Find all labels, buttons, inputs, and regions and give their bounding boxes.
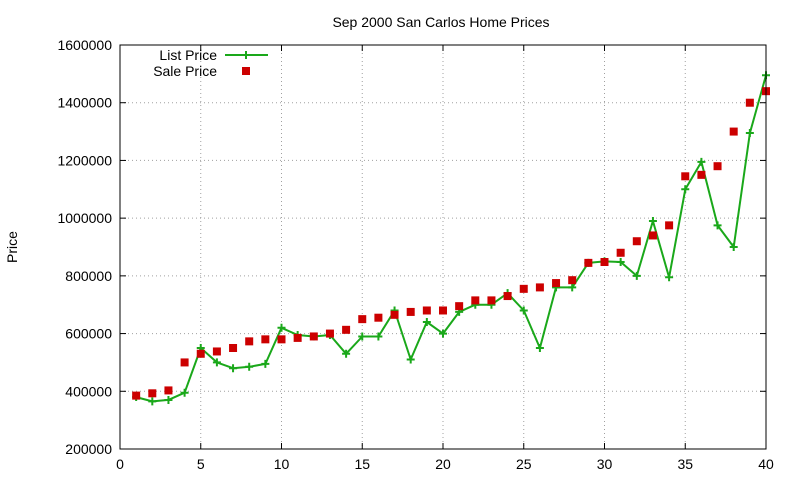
sale-price-point [568,276,577,285]
list-price-point [745,129,754,138]
list-price-point [229,364,238,373]
legend: List Price Sale Price [153,47,268,79]
list-price-point [729,243,738,251]
y-axis-label: Price [4,231,20,263]
sale-price-point [584,258,593,267]
list-price-point [374,332,383,341]
sale-price-point [374,313,383,322]
sale-price-point [164,386,173,395]
sale-price-point [600,258,609,267]
y-tick-label: 1600000 [57,37,112,53]
x-tick-label: 10 [274,456,290,472]
y-tick-label: 600000 [65,326,112,342]
list-price-point [245,362,254,371]
sale-price-point [261,335,270,344]
list-price-line [135,75,767,403]
list-price-point [439,329,447,338]
series-layer [132,71,770,406]
sale-price-point [390,310,399,319]
sale-price-point [406,307,415,316]
x-tick-label: 20 [435,456,451,472]
y-tick-label: 400000 [65,383,112,399]
list-price-point [632,271,641,280]
list-price-point [261,359,270,368]
y-tick-label: 800000 [65,268,112,284]
grid [120,45,766,449]
sale-price-point [713,162,722,171]
sale-price-point [681,172,690,181]
sale-price-point [325,329,334,338]
sale-price-point [212,347,221,356]
sale-price-point [196,349,205,358]
x-tick-label: 5 [197,456,205,472]
list-price-point [648,217,657,226]
sale-price-point [180,358,189,367]
sale-price-point [229,344,238,352]
sale-price-point [148,389,157,398]
list-price-point [519,306,528,315]
sale-price-point [535,283,544,292]
sale-price-point [487,296,496,305]
x-tick-label: 35 [677,456,693,472]
sale-price-point [616,248,625,257]
legend-marker-list-price [242,51,250,59]
list-price-point [406,355,415,364]
list-price-point [422,318,431,327]
sale-price-point [519,284,528,293]
sale-price-point [552,279,561,288]
sale-price-point [309,332,318,341]
chart-title: Sep 2000 San Carlos Home Prices [332,14,549,30]
sale-price-point [277,335,286,344]
sale-price-point [632,237,641,246]
y-tick-label: 1000000 [57,210,112,226]
sale-price-point [729,127,738,136]
sale-price-point [439,306,447,315]
list-price-point [148,397,157,406]
sale-price-point [471,296,480,305]
sale-price-point [293,333,302,342]
axis-ticks: 0 5 10 15 20 25 30 35 40 200000 400000 600000 800000… [57,37,774,472]
list-price-point [681,185,690,194]
sale-price-point [648,231,657,240]
legend-marker-sale-price [242,67,250,75]
y-tick-label: 1200000 [57,152,112,168]
legend-label-list-price: List Price [159,47,217,63]
list-price-point [697,157,706,166]
sale-price-point [422,306,431,315]
list-price-point [665,273,674,282]
x-tick-label: 30 [597,456,613,472]
x-tick-label: 0 [116,456,124,472]
list-price-point [358,332,367,341]
sale-price-point [665,221,674,230]
sale-price-point [745,98,754,107]
list-price-point [342,349,351,358]
list-price-point [212,358,221,367]
x-tick-label: 40 [758,456,774,472]
sale-price-point [358,315,367,324]
list-price-point [277,323,286,332]
list-price-point [713,221,722,230]
sale-price-point [455,302,464,311]
sale-price-point [342,325,351,334]
y-tick-label: 1400000 [57,95,112,111]
plot-frame [119,44,767,450]
sale-price-point [697,170,706,179]
list-price-point [180,388,189,397]
list-price-point [164,395,173,404]
x-tick-label: 25 [516,456,532,472]
x-tick-label: 15 [354,456,370,472]
legend-label-sale-price: Sale Price [153,63,217,79]
sale-price-point [245,337,254,346]
sale-price-point [503,292,512,301]
sale-price-point [132,391,141,400]
list-price-point [568,283,577,292]
y-tick-label: 200000 [65,441,112,457]
list-price-point [616,258,625,267]
list-price-point [535,344,544,352]
